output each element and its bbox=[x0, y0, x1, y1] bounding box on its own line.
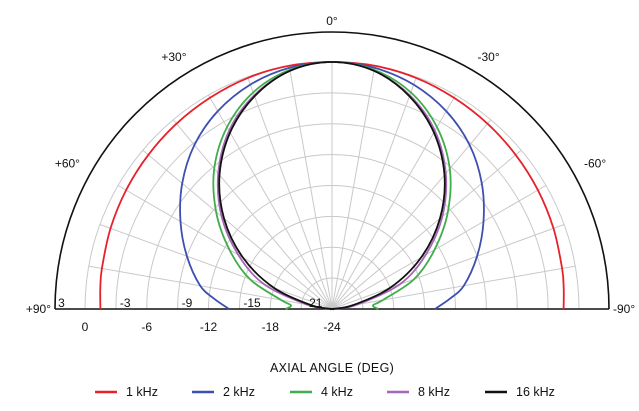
radial-label: -15 bbox=[243, 296, 261, 310]
series-curves bbox=[99, 61, 565, 311]
grid-spoke bbox=[331, 265, 576, 310]
angle-label: +60° bbox=[55, 157, 80, 171]
outer-arc bbox=[54, 31, 610, 310]
axis-labels: 0° +30° -30° +60° -60° +90° -90° 3 -3 -9 -15 -21 0 -6… bbox=[26, 14, 636, 334]
radial-label: 3 bbox=[58, 296, 65, 310]
angle-label: -90° bbox=[613, 302, 635, 316]
grid-spoke bbox=[331, 65, 376, 310]
radial-label: 0 bbox=[82, 320, 89, 334]
legend-label: 16 kHz bbox=[516, 385, 555, 399]
grid-spoke bbox=[331, 185, 547, 310]
grid-spoke bbox=[331, 149, 522, 310]
legend-label: 2 kHz bbox=[223, 385, 255, 399]
polar-grid bbox=[54, 31, 610, 310]
grid-spoke bbox=[331, 224, 565, 310]
legend-label: 4 kHz bbox=[321, 385, 353, 399]
radial-label: -24 bbox=[323, 320, 341, 334]
radial-label: -6 bbox=[141, 320, 152, 334]
angle-label: -60° bbox=[584, 157, 606, 171]
grid-spoke bbox=[117, 185, 333, 310]
grid-spoke bbox=[331, 119, 492, 310]
x-axis-title: AXIAL ANGLE (DEG) bbox=[270, 361, 394, 375]
grid-spoke bbox=[142, 149, 333, 310]
radial-label: -12 bbox=[200, 320, 218, 334]
legend-label: 1 kHz bbox=[126, 385, 158, 399]
grid-spoke bbox=[331, 76, 417, 310]
radial-label: -18 bbox=[262, 320, 280, 334]
grid-spoke bbox=[172, 119, 333, 310]
grid-spoke bbox=[288, 65, 333, 310]
angle-label: +30° bbox=[161, 50, 186, 64]
legend: 1 kHz 2 kHz 4 kHz 8 kHz 16 kHz bbox=[95, 385, 555, 399]
grid-spoke bbox=[99, 224, 333, 310]
grid-spoke bbox=[247, 76, 333, 310]
series-16-khz bbox=[218, 61, 446, 311]
radial-label: -9 bbox=[182, 296, 193, 310]
angle-label: +90° bbox=[26, 302, 51, 316]
radial-label: -3 bbox=[120, 296, 131, 310]
legend-label: 8 kHz bbox=[418, 385, 450, 399]
radial-label: -21 bbox=[305, 296, 323, 310]
grid-spoke bbox=[88, 265, 333, 310]
angle-label: -30° bbox=[478, 50, 500, 64]
angle-label: 0° bbox=[326, 14, 338, 28]
